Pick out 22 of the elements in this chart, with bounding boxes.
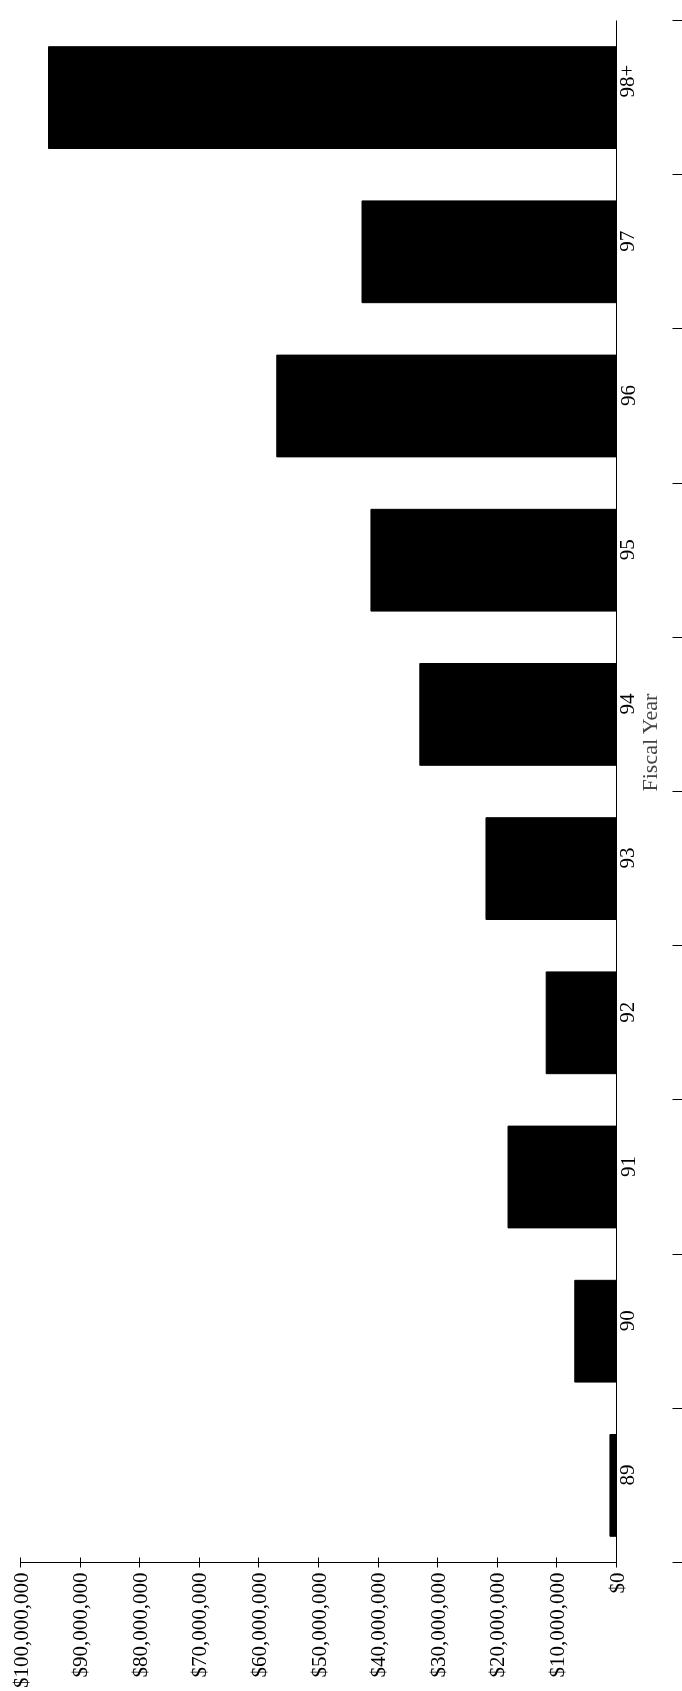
y-tick-label: 93 [615, 847, 640, 869]
x-tick-label: $80,000,000 [127, 1572, 152, 1678]
x-tick-label: $30,000,000 [425, 1572, 450, 1678]
x-tick-label: $60,000,000 [246, 1572, 271, 1678]
y-tick-label: 95 [615, 539, 640, 561]
y-tick-label: 94 [615, 692, 640, 715]
x-tick-label: $20,000,000 [485, 1572, 510, 1678]
x-tick-label: $90,000,000 [68, 1572, 93, 1678]
y-axis-title: Fiscal Year [637, 693, 662, 792]
y-tick-label: 91 [615, 1156, 640, 1177]
y-tick-label: 97 [615, 230, 640, 252]
y-tick-label: 98+ [615, 64, 640, 98]
y-tick-label: 92 [615, 1001, 640, 1023]
x-tick-label: $70,000,000 [187, 1572, 212, 1678]
y-tick-label: 96 [615, 385, 640, 406]
x-tick-label: $10,000,000 [544, 1572, 569, 1678]
y-tick-label: 89 [615, 1464, 640, 1486]
x-tick-label: $0 [604, 1572, 629, 1594]
y-tick-label: 90 [615, 1310, 640, 1332]
x-tick-label: $40,000,000 [366, 1572, 391, 1678]
x-tick-label: $50,000,000 [306, 1572, 331, 1678]
x-tick-label: $100,000,000 [8, 1572, 33, 1688]
